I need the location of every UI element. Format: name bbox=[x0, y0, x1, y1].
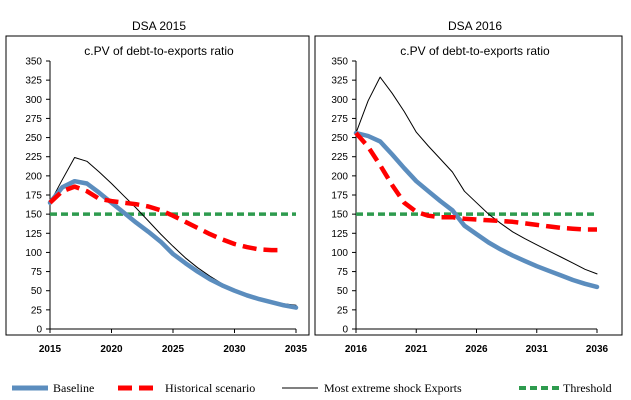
legend-item-baseline: Baseline bbox=[12, 381, 94, 395]
y-tick-label: 225 bbox=[25, 152, 42, 163]
series-line-extreme bbox=[355, 76, 598, 275]
y-tick-label: 50 bbox=[337, 286, 349, 297]
y-tick-label: 200 bbox=[25, 171, 42, 182]
y-tick-label: 350 bbox=[25, 57, 42, 68]
series-line-historical bbox=[354, 131, 597, 232]
chart-header: DSA 2015 bbox=[132, 19, 186, 33]
y-tick-label: 100 bbox=[25, 248, 42, 259]
y-tick-label: 150 bbox=[331, 210, 348, 221]
legend-label-extreme: Most extreme shock Exports bbox=[324, 381, 462, 395]
chart-title: c.PV of debt-to-exports ratio bbox=[84, 44, 234, 58]
y-tick-label: 250 bbox=[331, 133, 348, 144]
legend-item-historical: Historical scenario bbox=[118, 381, 255, 395]
plot-frame bbox=[5, 35, 310, 336]
x-tick-label: 2025 bbox=[162, 344, 185, 355]
x-tick-label: 2026 bbox=[465, 344, 488, 355]
y-tick-label: 0 bbox=[342, 325, 348, 336]
y-tick-label: 325 bbox=[25, 76, 42, 87]
y-tick-label: 300 bbox=[331, 95, 348, 106]
y-tick-label: 25 bbox=[337, 305, 349, 316]
x-tick-label: 2035 bbox=[285, 344, 308, 355]
y-tick-label: 125 bbox=[25, 229, 42, 240]
chart-title: c.PV of debt-to-exports ratio bbox=[400, 44, 550, 58]
y-tick-label: 225 bbox=[331, 152, 348, 163]
chart-header: DSA 2016 bbox=[448, 19, 502, 33]
y-tick-label: 75 bbox=[337, 267, 349, 278]
x-tick-label: 2016 bbox=[345, 344, 368, 355]
legend-label-baseline: Baseline bbox=[53, 381, 94, 395]
y-tick-label: 325 bbox=[331, 76, 348, 87]
x-tick-label: 2021 bbox=[405, 344, 428, 355]
y-tick-label: 75 bbox=[31, 267, 43, 278]
x-tick-label: 2030 bbox=[223, 344, 246, 355]
legend-label-threshold: Threshold bbox=[563, 381, 612, 395]
y-tick-label: 100 bbox=[331, 248, 348, 259]
x-tick-label: 2020 bbox=[100, 344, 123, 355]
legend: Baseline Historical scenario Most extrem… bbox=[12, 381, 612, 395]
legend-item-extreme: Most extreme shock Exports bbox=[282, 381, 462, 395]
plot-frame bbox=[314, 35, 623, 336]
x-tick-label: 2036 bbox=[586, 344, 609, 355]
legend-item-threshold: Threshold bbox=[519, 381, 612, 395]
y-tick-label: 300 bbox=[25, 95, 42, 106]
y-tick-label: 150 bbox=[25, 210, 42, 221]
x-tick-label: 2015 bbox=[39, 344, 62, 355]
y-tick-label: 25 bbox=[31, 305, 43, 316]
series-line-baseline bbox=[353, 130, 600, 290]
y-tick-label: 0 bbox=[36, 325, 42, 336]
y-tick-label: 275 bbox=[25, 114, 42, 125]
y-tick-label: 275 bbox=[331, 114, 348, 125]
series-line-historical bbox=[48, 184, 284, 253]
x-tick-label: 2031 bbox=[526, 344, 549, 355]
y-tick-label: 175 bbox=[331, 191, 348, 202]
series-line-baseline bbox=[47, 178, 299, 310]
legend-label-historical: Historical scenario bbox=[165, 381, 255, 395]
y-tick-label: 175 bbox=[25, 191, 42, 202]
chart-panel-dsa-2015: DSA 2015 c.PV of debt-to-exports ratio 0… bbox=[5, 19, 310, 355]
y-tick-label: 125 bbox=[331, 229, 348, 240]
chart-panel-dsa-2016: DSA 2016 c.PV of debt-to-exports ratio 0… bbox=[314, 19, 623, 355]
y-tick-label: 200 bbox=[331, 171, 348, 182]
series-line-extreme bbox=[49, 157, 297, 306]
y-tick-label: 250 bbox=[25, 133, 42, 144]
y-tick-label: 50 bbox=[31, 286, 43, 297]
y-tick-label: 350 bbox=[331, 57, 348, 68]
